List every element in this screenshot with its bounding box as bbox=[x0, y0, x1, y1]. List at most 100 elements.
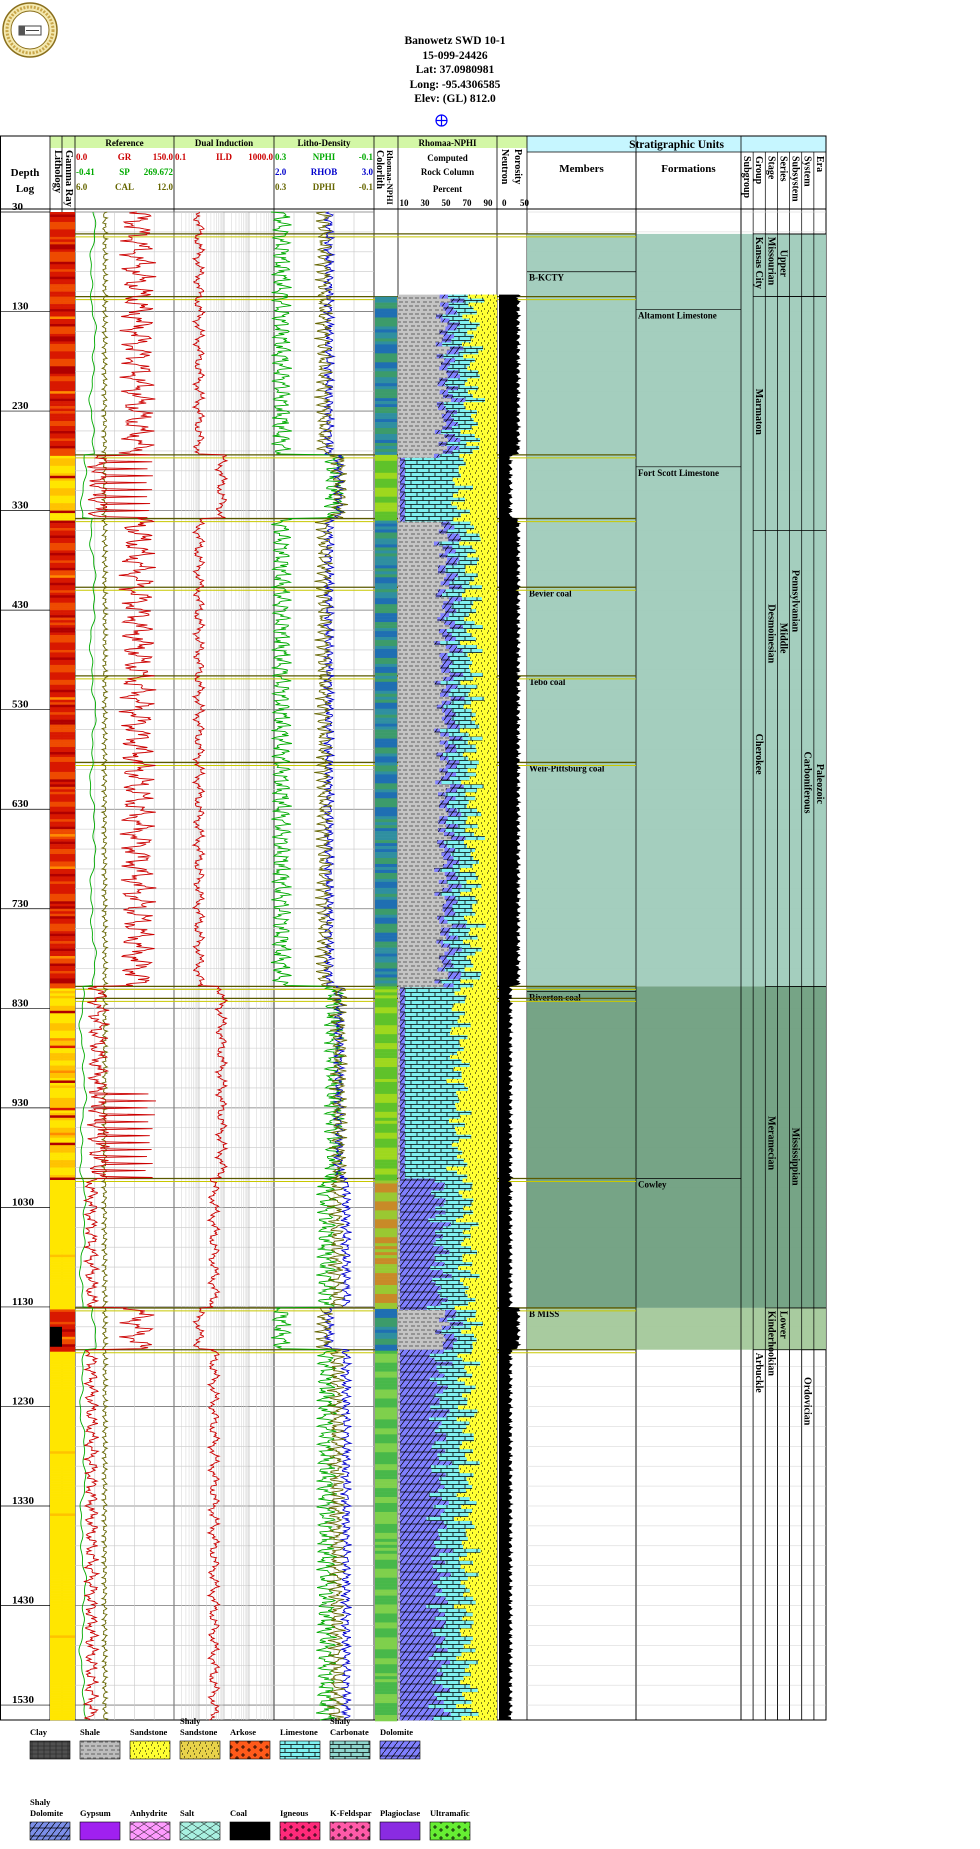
gr-cell bbox=[62, 1257, 75, 1260]
gr-cell bbox=[62, 590, 75, 594]
lith-cell bbox=[50, 545, 62, 549]
colorlith-cell bbox=[375, 1362, 397, 1366]
rock-cell-shale bbox=[398, 1612, 400, 1617]
gr-cell bbox=[62, 1105, 75, 1109]
lith-cell bbox=[50, 602, 62, 606]
gr-cell bbox=[62, 411, 75, 414]
rock-cell-sand bbox=[478, 760, 497, 765]
rock-cell-sand bbox=[470, 927, 495, 933]
gr-cell bbox=[62, 1125, 75, 1129]
gr-cell bbox=[62, 1700, 75, 1703]
rank-label-12: Mississippian bbox=[790, 1128, 801, 1186]
gr-cell bbox=[62, 1180, 75, 1183]
rock-cell-lime bbox=[426, 1516, 455, 1522]
rock-cell-sand bbox=[477, 422, 497, 427]
rock-cell-dolo bbox=[399, 1110, 405, 1116]
track-title-band-3 bbox=[398, 136, 497, 148]
rock-cell-sand bbox=[492, 919, 497, 925]
rock-cell-sand bbox=[479, 1461, 497, 1466]
rock-cell-dolo bbox=[449, 736, 463, 741]
rock-cell-shale bbox=[398, 1154, 400, 1160]
depth-tick-label-3: 330 bbox=[12, 500, 29, 512]
rock-cell-shale bbox=[398, 1469, 400, 1474]
gr-cell bbox=[62, 742, 75, 745]
colorlith-cell bbox=[375, 1099, 397, 1104]
rock-cell-sand bbox=[492, 740, 497, 745]
lith-cell bbox=[50, 1257, 62, 1260]
colorlith-cell bbox=[375, 1120, 397, 1125]
reference-title: Reference bbox=[105, 138, 143, 148]
lith-cell bbox=[50, 279, 62, 282]
rock-cell-shale bbox=[398, 887, 443, 893]
gr-cell bbox=[62, 970, 75, 974]
lith-cell bbox=[50, 1675, 62, 1678]
colorlith-cell bbox=[375, 777, 397, 781]
rock-cell-shale bbox=[398, 374, 448, 379]
lith-cell bbox=[50, 403, 62, 407]
rock-cell-shale bbox=[398, 1039, 400, 1044]
rock-cell-shale bbox=[398, 1150, 400, 1156]
lith-cell bbox=[50, 866, 62, 870]
lith-cell bbox=[50, 1662, 62, 1666]
colorlith-cell bbox=[375, 1419, 397, 1423]
lith-cell bbox=[50, 809, 62, 813]
gr-cell bbox=[62, 274, 75, 277]
rock-cell-shale bbox=[398, 378, 440, 383]
rock-cell-sand bbox=[475, 549, 497, 554]
colorlith-cell bbox=[375, 860, 397, 865]
rock-cell-dolo bbox=[399, 1616, 435, 1621]
rock-cell-dolo bbox=[399, 1584, 438, 1590]
rock-cell-sand bbox=[473, 983, 497, 988]
gr-cell bbox=[62, 881, 75, 885]
gr-cell bbox=[62, 1160, 75, 1163]
gr-cell bbox=[62, 309, 75, 312]
lith-cell bbox=[50, 488, 62, 492]
rock-cell-shale bbox=[398, 549, 445, 554]
gr-cell bbox=[62, 1505, 75, 1509]
rock-cell-lime bbox=[441, 1329, 462, 1335]
rock-cell-dolo bbox=[399, 1278, 433, 1283]
gr-cell bbox=[62, 1588, 75, 1591]
gr-cell bbox=[62, 1157, 75, 1161]
gr-cell bbox=[62, 1657, 75, 1661]
rock-cell-dolo bbox=[399, 1716, 434, 1721]
colorlith-cell bbox=[375, 687, 397, 692]
rock-cell-sand bbox=[492, 294, 497, 299]
gr-cell bbox=[62, 1702, 75, 1706]
rock-cell-dolo bbox=[441, 656, 451, 662]
rock-cell-sand bbox=[494, 1568, 497, 1574]
colorlith-cell bbox=[375, 1443, 397, 1447]
colorlith-cell bbox=[375, 1222, 397, 1226]
rock-cell-sand bbox=[472, 863, 497, 869]
lith-cell bbox=[50, 1411, 62, 1415]
lith-cell bbox=[50, 851, 62, 855]
gr-cell bbox=[62, 475, 75, 479]
rock-cell-sand bbox=[477, 561, 497, 566]
rock-cell-lime bbox=[444, 1262, 473, 1267]
lith-cell bbox=[50, 1192, 62, 1196]
rock-cell-lime bbox=[437, 1696, 465, 1701]
gr-cell bbox=[62, 679, 75, 683]
rock-cell-sand bbox=[491, 1692, 497, 1697]
rock-cell-dolo bbox=[399, 1696, 438, 1701]
rock-cell-shale bbox=[398, 433, 445, 439]
lith-cell bbox=[50, 597, 62, 601]
rock-cell-dolo bbox=[449, 346, 464, 351]
lith-cell bbox=[50, 259, 62, 263]
lith-cell bbox=[50, 729, 62, 733]
colorlith-cell bbox=[375, 478, 397, 483]
rock-cell-dolo bbox=[399, 1489, 439, 1494]
rock-cell-dolo bbox=[399, 1465, 432, 1470]
rock-cell-shale bbox=[398, 1560, 400, 1566]
gr-cell bbox=[62, 854, 75, 857]
rock-cell-shale bbox=[398, 605, 442, 610]
lith-cell bbox=[50, 455, 62, 459]
gr-cell bbox=[62, 973, 75, 977]
colorlith-cell bbox=[375, 344, 397, 348]
rock-cell-lime bbox=[404, 1122, 465, 1128]
gr-cell bbox=[62, 873, 75, 877]
litho-density-curve-max-0: -0.1 bbox=[359, 152, 374, 162]
rock-cell-dolo bbox=[442, 708, 452, 714]
rock-cell-shale bbox=[398, 517, 400, 522]
gr-cell bbox=[62, 1366, 75, 1370]
